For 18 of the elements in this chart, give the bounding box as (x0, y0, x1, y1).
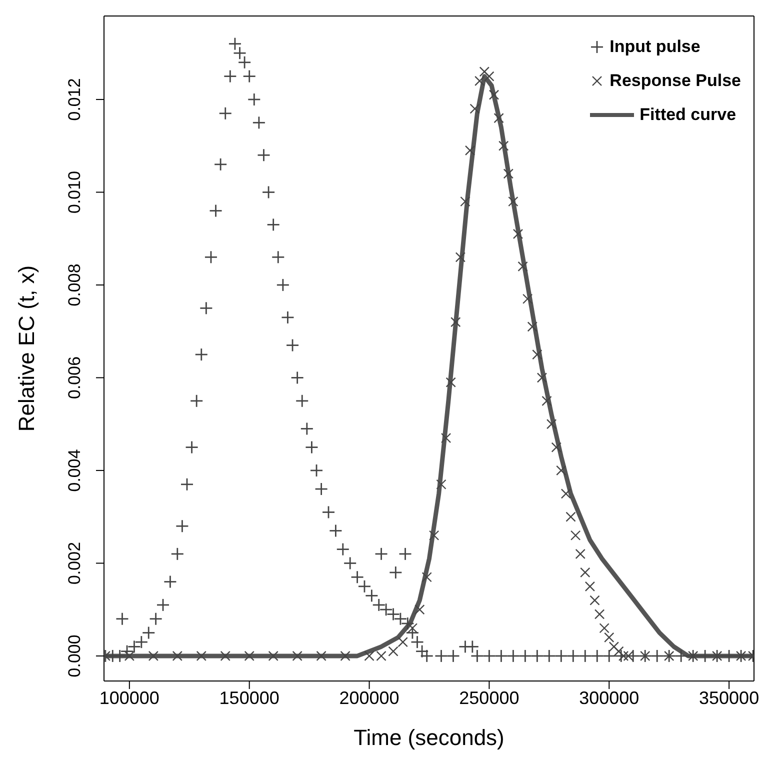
legend-label: Input pulse (610, 36, 700, 58)
y-tick-label: 0.000 (65, 634, 84, 678)
y-tick-label: 0.004 (65, 449, 84, 492)
legend-label: Response Pulse (610, 70, 741, 92)
x-tick-label: 250000 (459, 688, 520, 708)
y-axis-title: Relative EC (t, x) (14, 265, 39, 432)
x-tick-label: 150000 (219, 688, 280, 708)
y-tick-label: 0.010 (65, 170, 84, 214)
x-axis-title: Time (seconds) (354, 725, 504, 750)
x-tick-label: 200000 (339, 688, 400, 708)
x-tick-label: 100000 (99, 688, 160, 708)
legend-label: Fitted curve (640, 104, 736, 126)
y-tick-label: 0.002 (65, 542, 84, 584)
y-tick-label: 0.012 (65, 78, 84, 121)
y-tick-label: 0.006 (65, 356, 84, 399)
y-tick-label: 0.008 (65, 264, 84, 306)
x-tick-label: 300000 (579, 688, 640, 708)
x-tick-label: 350000 (699, 688, 760, 708)
